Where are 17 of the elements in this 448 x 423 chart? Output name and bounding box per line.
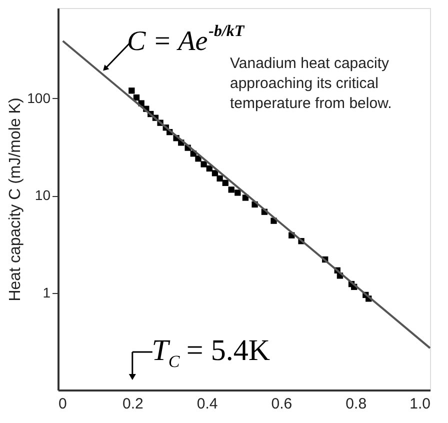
x-tick-label: 0	[58, 396, 67, 412]
point	[234, 190, 241, 196]
x-tick-label: 0.6	[271, 396, 292, 412]
x-tick-label: 0.8	[346, 396, 367, 412]
y-axis-title: Heat capacity C (mJ/mole K)	[7, 98, 24, 302]
y-tick-label: 10	[34, 187, 51, 204]
x-tick-label: 1.0	[410, 396, 430, 412]
y-tick-label: 1	[42, 284, 51, 300]
point	[128, 88, 135, 94]
point	[216, 175, 223, 182]
x-tick-label: 0.2	[122, 396, 144, 412]
point	[228, 186, 234, 193]
point	[200, 161, 207, 168]
y-tick-label: 100	[27, 90, 51, 106]
point	[222, 180, 228, 186]
annotation: Vanadium heat capacity approaching its critical temperature from below.	[230, 55, 392, 112]
x-tick-label: 0.4	[196, 396, 218, 412]
